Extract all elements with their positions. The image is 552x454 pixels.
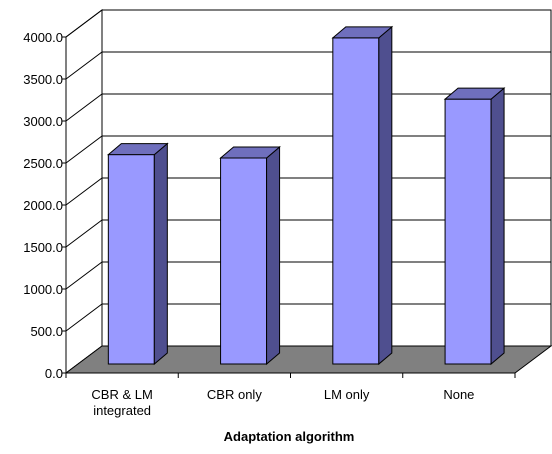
gridline	[65, 303, 551, 332]
y-tick-labels: 0.0 500.0 1000.0 1500.0 2000.0 2500.0 3000.0 35…	[23, 30, 66, 381]
bar-top	[219, 146, 281, 159]
y-tick-label: 1500.0	[23, 240, 63, 255]
gridline	[65, 135, 551, 164]
gridlines	[65, 9, 551, 332]
gridline	[65, 219, 551, 248]
bar-side	[378, 25, 393, 366]
gridline	[65, 51, 551, 80]
x-category-label: None	[443, 387, 474, 402]
bar-top	[331, 26, 394, 39]
x-category-label: CBR & LM	[91, 387, 152, 402]
bar-front	[107, 154, 155, 365]
y-tick-label: 4000.0	[23, 30, 63, 45]
bar-series	[106, 25, 506, 366]
gridline	[65, 177, 551, 206]
gridline	[65, 261, 551, 290]
bar-front	[332, 37, 380, 365]
bar-top	[106, 143, 169, 156]
y-tick-label: 1000.0	[23, 282, 63, 297]
x-category-label: integrated	[93, 403, 151, 418]
x-axis-title: Adaptation algorithm	[224, 429, 355, 444]
gridline	[65, 93, 551, 122]
bar-top	[443, 87, 506, 100]
y-tick-label: 3500.0	[23, 72, 63, 87]
y-tick-label: 0.0	[45, 366, 63, 381]
bar	[106, 142, 169, 366]
y-tick-label: 3000.0	[23, 114, 63, 129]
bar	[331, 25, 394, 366]
bar-side	[490, 87, 505, 366]
x-category-label: CBR only	[207, 387, 262, 402]
x-category-label: LM only	[324, 387, 370, 402]
y-tick-label: 2500.0	[23, 156, 63, 171]
gridline	[65, 9, 551, 38]
y-tick-label: 500.0	[30, 324, 63, 339]
bar-front	[444, 98, 492, 365]
bar	[443, 87, 506, 366]
bar-side	[266, 145, 281, 366]
bar-side	[153, 142, 168, 366]
bar	[219, 145, 281, 366]
bar-front	[220, 157, 268, 365]
y-tick-label: 2000.0	[23, 198, 63, 213]
